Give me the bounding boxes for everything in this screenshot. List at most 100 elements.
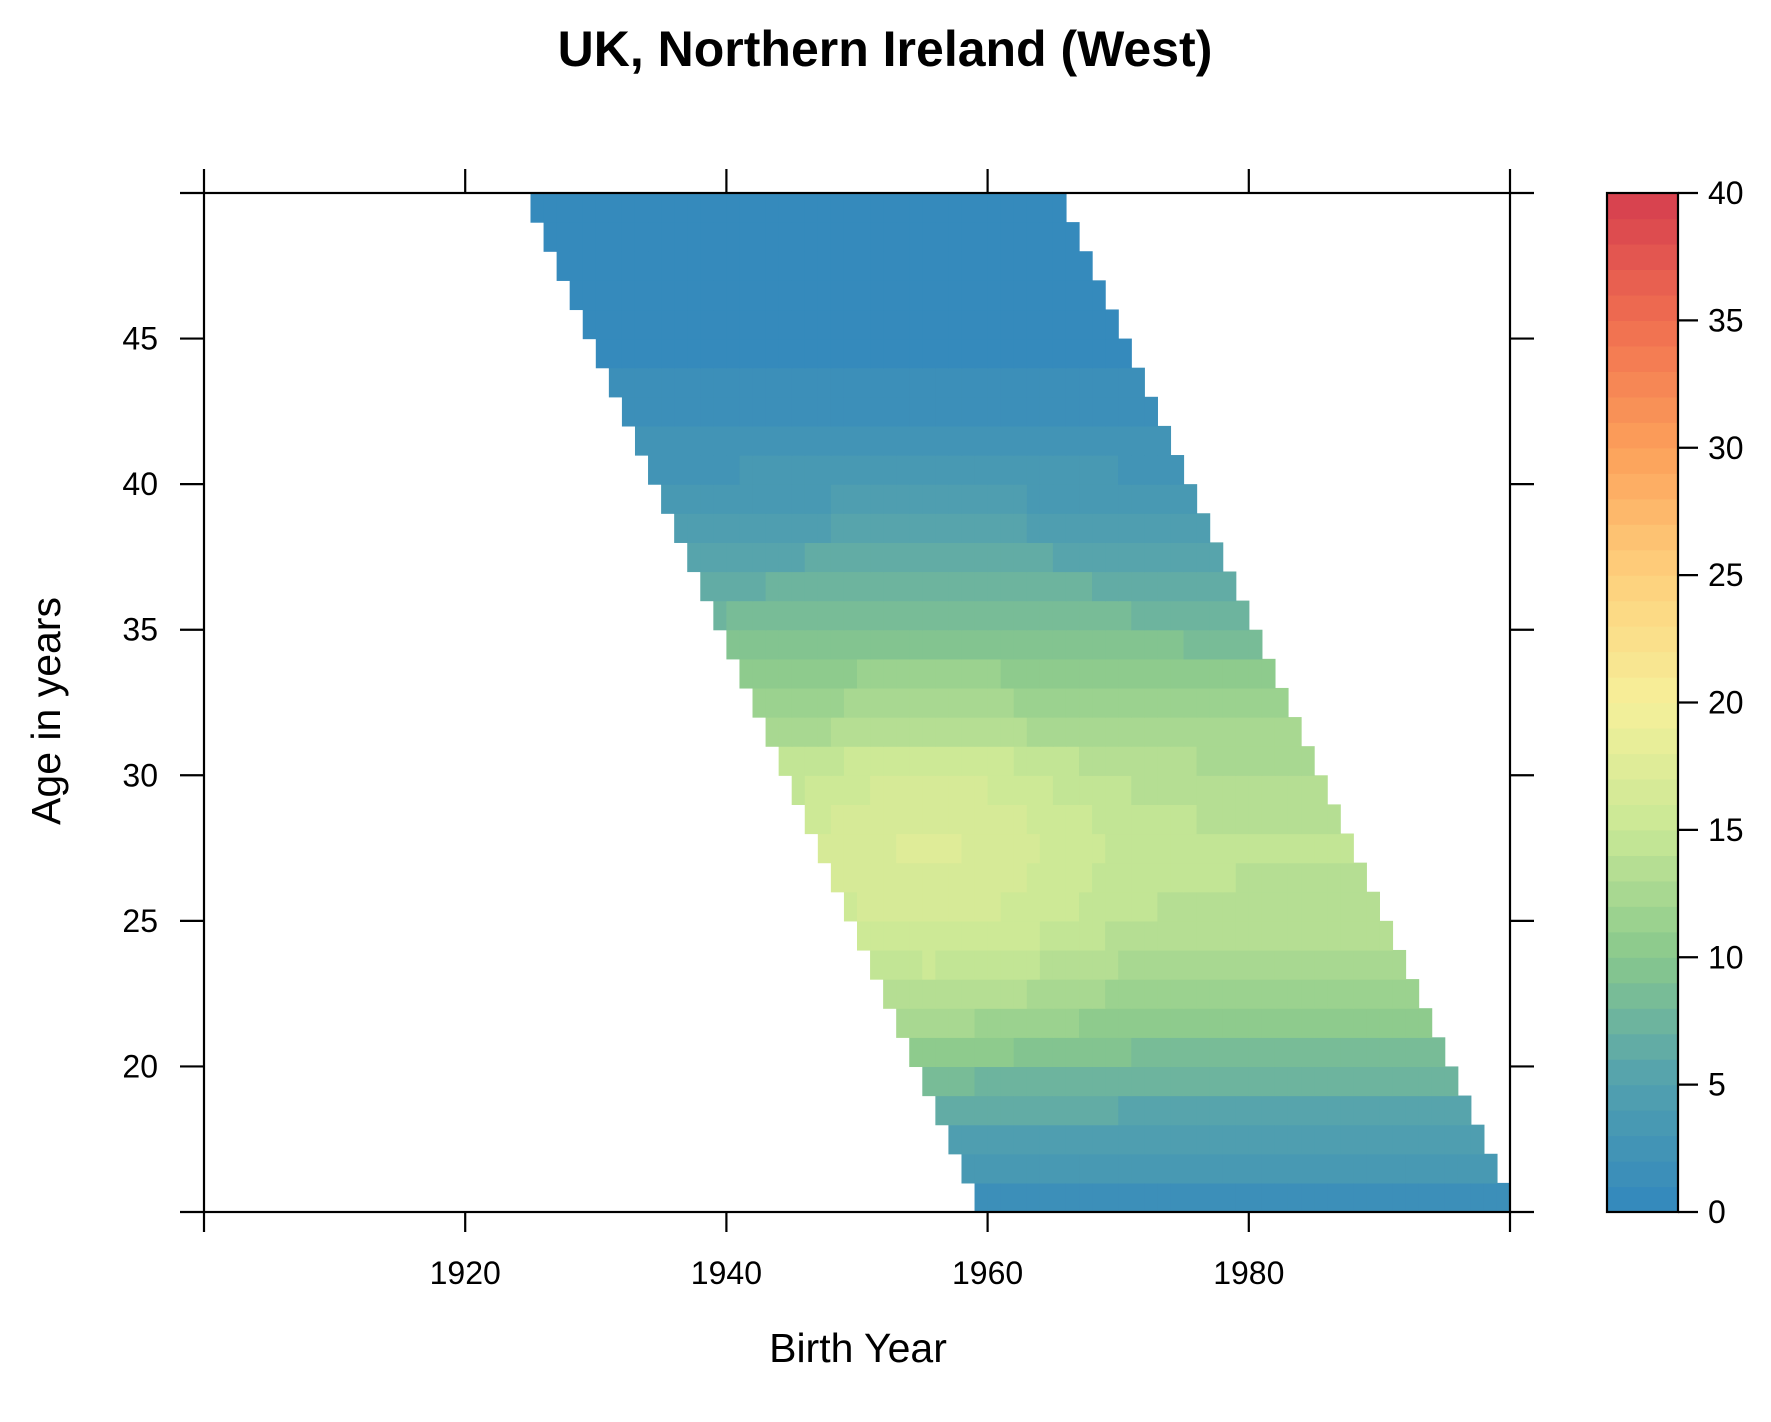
heatmap-cell [1144, 862, 1158, 893]
heatmap-cell [922, 1008, 936, 1038]
x-axis-label: Birth Year [769, 1325, 947, 1371]
heatmap-cell [1013, 804, 1028, 835]
heatmap-cell [752, 222, 767, 252]
heatmap-cell [634, 309, 649, 340]
heatmap-cell [1079, 979, 1093, 1009]
heatmap-cell [1183, 1182, 1198, 1213]
heatmap-cell [1196, 775, 1211, 805]
heatmap-cell [765, 193, 780, 223]
heatmap-cell [791, 513, 806, 543]
heatmap-cell [1248, 1182, 1263, 1213]
colorbar-level [1607, 651, 1678, 678]
heatmap-cell [1353, 949, 1367, 980]
heatmap-cell [804, 804, 819, 835]
heatmap-cell [935, 484, 950, 514]
heatmap-cell [1209, 891, 1224, 922]
heatmap-cell [765, 455, 780, 485]
heatmap-cell [1105, 1182, 1119, 1213]
heatmap-cell [1405, 979, 1420, 1009]
heatmap-cell [1340, 979, 1354, 1009]
heatmap-cell [674, 367, 688, 398]
heatmap-cell [791, 222, 806, 252]
heatmap-cell [961, 629, 976, 660]
heatmap-cell [752, 484, 767, 514]
heatmap-cell [843, 222, 858, 252]
heatmap-cell [909, 891, 923, 922]
heatmap-cell [1131, 1182, 1145, 1213]
heatmap-cell [922, 222, 936, 252]
heatmap-cell [1196, 1182, 1211, 1213]
heatmap-cell [1379, 1095, 1394, 1126]
heatmap-cell [1105, 455, 1119, 485]
heatmap-cell [1248, 1066, 1263, 1097]
colorbar-tick-label: 25 [1708, 557, 1744, 593]
heatmap-cell [1209, 658, 1224, 689]
heatmap-cell [1314, 1095, 1328, 1126]
heatmap-cell [870, 251, 884, 281]
heatmap-cell [1000, 746, 1015, 776]
heatmap-cell [948, 979, 963, 1009]
heatmap-cell [1183, 1124, 1198, 1155]
heatmap-cell [648, 280, 662, 311]
colorbar-level [1607, 600, 1678, 627]
heatmap-cell [948, 658, 963, 689]
heatmap-cell [1039, 484, 1054, 514]
heatmap-cell [1196, 571, 1211, 602]
heatmap-cell [726, 222, 741, 252]
heatmap-cell [726, 455, 741, 485]
heatmap-cell [687, 309, 701, 340]
heatmap-cell [1287, 1182, 1302, 1213]
heatmap-cell [974, 338, 989, 369]
heatmap-cell [935, 1037, 950, 1068]
heatmap-cell [1144, 629, 1158, 660]
heatmap-cell [804, 775, 819, 805]
heatmap-cell [1222, 949, 1237, 980]
heatmap-cell [1026, 775, 1041, 805]
heatmap-cell [1444, 1095, 1459, 1126]
heatmap-cell [713, 484, 727, 514]
heatmap-cell [1327, 1182, 1341, 1213]
heatmap-cell [1261, 1095, 1276, 1126]
heatmap-cell [1092, 542, 1106, 573]
heatmap-cell [1000, 338, 1015, 369]
heatmap-cell [791, 746, 806, 776]
heatmap-cell [1392, 979, 1407, 1009]
heatmap-cell [870, 193, 884, 223]
heatmap-cell [1314, 833, 1328, 864]
heatmap-cell [1118, 396, 1132, 427]
heatmap-cell [1301, 804, 1315, 835]
heatmap-cell [1079, 833, 1093, 864]
heatmap-cell [621, 251, 636, 281]
heatmap-cell [896, 687, 910, 718]
heatmap-cell [1079, 658, 1093, 689]
heatmap-cell [1131, 687, 1145, 718]
heatmap-cell [1131, 1008, 1145, 1038]
heatmap-cell [1183, 484, 1198, 514]
heatmap-cell [1366, 949, 1380, 980]
heatmap-cell [1157, 455, 1172, 485]
heatmap-cell [1261, 1124, 1276, 1155]
heatmap-cell [909, 833, 923, 864]
heatmap-cell [1065, 1066, 1080, 1097]
heatmap-cell [1105, 746, 1119, 776]
heatmap-cell [804, 367, 819, 398]
heatmap-cell [634, 222, 649, 252]
heatmap-cell [1157, 746, 1172, 776]
heatmap-cell [909, 775, 923, 805]
heatmap-cell [1065, 862, 1080, 893]
heatmap-cell [1092, 600, 1106, 631]
heatmap-cell [739, 193, 754, 223]
heatmap-cell [883, 280, 897, 311]
heatmap-cell [987, 629, 1002, 660]
heatmap-cell [752, 251, 767, 281]
heatmap-cell [1261, 979, 1276, 1009]
colorbar-level [1607, 447, 1678, 474]
heatmap-cell [1079, 920, 1093, 951]
heatmap-cell [830, 338, 845, 369]
heatmap-cell [935, 396, 950, 427]
heatmap-cell [1013, 1153, 1028, 1184]
heatmap-cell [1261, 775, 1276, 805]
colorbar-level [1607, 422, 1678, 449]
heatmap-cell [1248, 1008, 1263, 1038]
colorbar-level [1607, 524, 1678, 551]
